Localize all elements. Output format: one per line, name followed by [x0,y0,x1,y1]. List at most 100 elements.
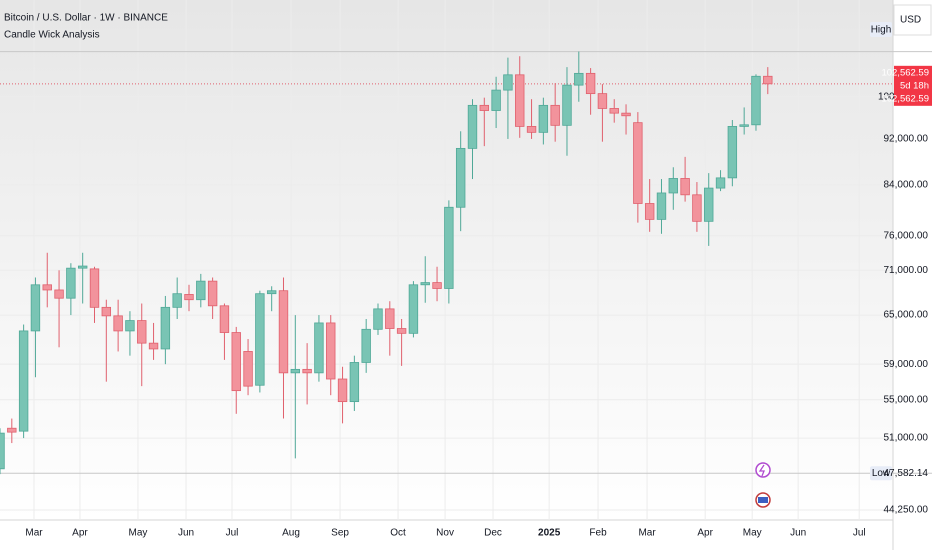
chart-subtitle: Candle Wick Analysis [4,30,100,41]
price-badge [894,65,932,106]
candle-body [668,178,678,194]
low-label-box [870,466,892,481]
x-tick-label: Apr [697,528,713,539]
candle-body [30,284,41,332]
y-tick-label: 65,000.00 [884,310,929,321]
x-tick-label: Nov [436,528,454,539]
candle-body [243,351,253,387]
candle-body [54,289,64,299]
candle-body [113,315,123,332]
candle-body [231,332,241,392]
candle-body [751,75,761,126]
candle-body [455,147,466,208]
x-tick-label: Oct [390,528,406,539]
candle-body [314,322,324,374]
x-tick-label: Jul [853,528,866,539]
x-tick-label: May [743,528,762,539]
candle-body [66,267,76,299]
candle-body [42,284,52,291]
candle-body [137,320,147,344]
y-tick-label: 44,250.00 [884,505,929,516]
candle-body [278,290,289,374]
candle-body [385,308,395,329]
candle-body [467,104,478,149]
candle-body [444,206,454,289]
x-tick-label: Jun [178,528,194,539]
y-tick-label: 92,000.00 [884,134,929,145]
candle-body [574,72,584,86]
candle-body [644,203,655,220]
candle-body [692,194,702,222]
candle-body [609,108,619,114]
x-tick-label: Mar [638,528,656,539]
candle-body [125,320,135,332]
candle-body [550,104,560,126]
x-tick-label: Mar [25,528,43,539]
low-label: Low [872,468,891,479]
candle-body [349,362,360,403]
candle-body [89,268,100,308]
candle-body [18,330,29,432]
candle-body [184,294,194,301]
high-label-box [870,22,892,37]
x-tick-label: Dec [484,528,502,539]
candle-body [290,368,301,374]
candle-body [621,112,631,117]
candles [0,51,773,475]
candle-body [739,124,749,127]
axes: 44,250.00 51,000.00 55,000.00 59,000.00 65,0… [25,65,932,539]
x-tick-label: Jun [790,528,806,539]
candle-body [255,293,265,386]
candle-body [633,122,643,204]
candle-body [207,280,218,307]
candle-body [219,305,230,333]
candle-body [408,284,419,334]
x-tick-label: Aug [282,528,300,539]
candle-body [562,84,572,126]
candle-body [101,306,112,317]
candle-body [326,322,336,380]
price-badge-text: 102,562.59 [881,67,929,78]
candle-body [77,265,88,269]
candle-body [704,187,714,222]
y-tick-label: 55,000.00 [884,394,929,405]
y-tick-label: 71,000.00 [884,265,929,276]
x-tick-label: Sep [331,528,349,539]
candle-body [491,89,501,111]
y-tick-label: 84,000.00 [884,180,929,191]
candle-body [148,342,159,350]
candle-body [763,75,773,85]
candle-body [160,306,171,350]
candle-body [656,192,667,220]
candle-body [432,282,442,289]
candle-body [0,432,5,470]
candle-body [373,308,383,330]
x-tick-label: Apr [72,528,88,539]
x-tick-label: 2025 [538,528,561,539]
y-tick-label: 59,000.00 [884,359,929,370]
candle-body [302,368,312,374]
icons [755,462,771,508]
x-tick-label: May [129,528,148,539]
candle-body [337,378,348,403]
candle-body [515,74,525,127]
x-tick-label: Jul [226,528,239,539]
candle-body [503,74,513,91]
candle-body [172,293,182,308]
price-badge-text: 5d 18h [900,80,929,91]
currency[interactable]: USD [900,15,921,26]
candle-body [266,290,277,295]
low-value: 47,582.14 [884,468,929,479]
high-label: High [871,25,892,36]
candle-body [727,126,738,179]
candle-body [597,93,608,109]
currency-box[interactable] [893,4,932,36]
candle-body [538,104,549,133]
chart-title: Bitcoin / U.S. Dollar · 1W · BINANCE [4,13,168,24]
candle-body [420,282,430,286]
y-tick-label: 51,000.00 [884,433,929,444]
grid [0,0,932,520]
candle-body [715,177,726,189]
candle-body [7,427,17,433]
